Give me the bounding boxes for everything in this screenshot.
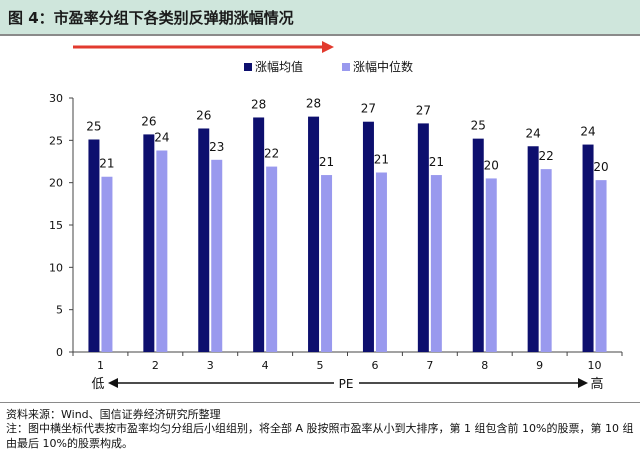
bar-median-8 xyxy=(485,178,497,352)
y-tick-label: 0 xyxy=(56,346,63,359)
bar-mean-10 xyxy=(582,144,594,352)
bar-median-10 xyxy=(595,180,607,352)
bar-median-9 xyxy=(540,169,552,352)
bar-median-1 xyxy=(101,176,113,352)
bar-mean-2 xyxy=(143,134,155,352)
bar-mean-5 xyxy=(308,116,320,352)
bar-median-2 xyxy=(156,150,168,352)
footer-divider xyxy=(0,402,640,403)
bar-chart: 涨幅均值 涨幅中位数0510152025302521126242262332822… xyxy=(49,41,623,392)
y-tick-label: 10 xyxy=(49,261,63,274)
legend-label-2: 涨幅中位数 xyxy=(353,59,413,74)
bar-median-7 xyxy=(430,175,442,352)
legend-label-1: 涨幅均值 xyxy=(255,59,303,74)
y-tick-label: 20 xyxy=(49,177,63,190)
title-bar: 图 4：市盈率分组下各类别反弹期涨幅情况 xyxy=(0,0,640,34)
bar-median-4 xyxy=(266,166,278,352)
bar-mean-8 xyxy=(472,138,484,352)
x-tick-label: 9 xyxy=(536,359,543,372)
x-tick-label: 7 xyxy=(426,359,433,372)
title-divider xyxy=(0,34,640,36)
bar-median-6 xyxy=(375,172,387,352)
x-tick-label: 8 xyxy=(481,359,488,372)
footnote: 注：图中横坐标代表按市盈率均匀分组后小组组别，将全部 A 股按照市盈率从小到大排… xyxy=(6,422,634,450)
data-label-median-6: 21 xyxy=(374,153,389,167)
data-label-median-4: 22 xyxy=(264,147,279,161)
y-tick-label: 15 xyxy=(49,219,63,232)
x-axis-title: PE xyxy=(339,377,354,391)
x-tick-label: 3 xyxy=(207,359,214,372)
data-label-mean-2: 26 xyxy=(141,114,156,128)
data-label-mean-3: 26 xyxy=(196,108,211,122)
bar-mean-9 xyxy=(527,146,539,352)
data-label-median-8: 20 xyxy=(484,158,499,172)
data-label-mean-4: 28 xyxy=(251,97,266,111)
data-label-mean-5: 28 xyxy=(306,97,321,111)
x-tick-label: 2 xyxy=(152,359,159,372)
figure-title: 图 4：市盈率分组下各类别反弹期涨幅情况 xyxy=(8,9,294,27)
x-tick-label: 1 xyxy=(97,359,104,372)
data-label-mean-7: 27 xyxy=(416,103,431,117)
data-label-median-9: 22 xyxy=(539,149,554,163)
y-tick-label: 25 xyxy=(49,134,63,147)
x-tick-label: 10 xyxy=(588,359,602,372)
data-label-median-10: 20 xyxy=(593,160,608,174)
data-label-mean-9: 24 xyxy=(526,126,541,140)
x-tick-label: 6 xyxy=(371,359,378,372)
source-note: 资料来源：Wind、国信证券经济研究所整理 xyxy=(6,408,221,421)
data-label-median-3: 23 xyxy=(209,140,224,154)
trend-arrow-head xyxy=(322,41,334,53)
legend-swatch-1 xyxy=(244,63,252,71)
legend-swatch-2 xyxy=(342,63,350,71)
data-label-median-2: 24 xyxy=(154,130,169,144)
data-label-mean-8: 25 xyxy=(471,119,486,133)
x-tick-label: 5 xyxy=(317,359,324,372)
y-tick-label: 5 xyxy=(56,304,63,317)
bar-mean-3 xyxy=(198,128,210,352)
x-tick-label: 4 xyxy=(262,359,269,372)
data-label-median-1: 21 xyxy=(99,157,114,171)
data-label-mean-10: 24 xyxy=(580,125,595,139)
bar-median-5 xyxy=(321,175,333,352)
data-label-mean-1: 25 xyxy=(86,119,101,133)
data-label-mean-6: 27 xyxy=(361,102,376,116)
pe-arrow-right-head xyxy=(578,378,588,388)
x-high-label: 高 xyxy=(590,376,603,392)
bar-mean-4 xyxy=(253,117,265,353)
bar-mean-1 xyxy=(88,139,100,352)
bar-mean-6 xyxy=(362,121,374,352)
data-label-median-7: 21 xyxy=(429,155,444,169)
bar-mean-7 xyxy=(417,123,429,353)
pe-arrow-left-head xyxy=(108,378,118,388)
y-tick-label: 30 xyxy=(49,92,63,105)
x-low-label: 低 xyxy=(91,377,104,392)
bar-median-3 xyxy=(211,159,223,352)
data-label-median-5: 21 xyxy=(319,155,334,169)
